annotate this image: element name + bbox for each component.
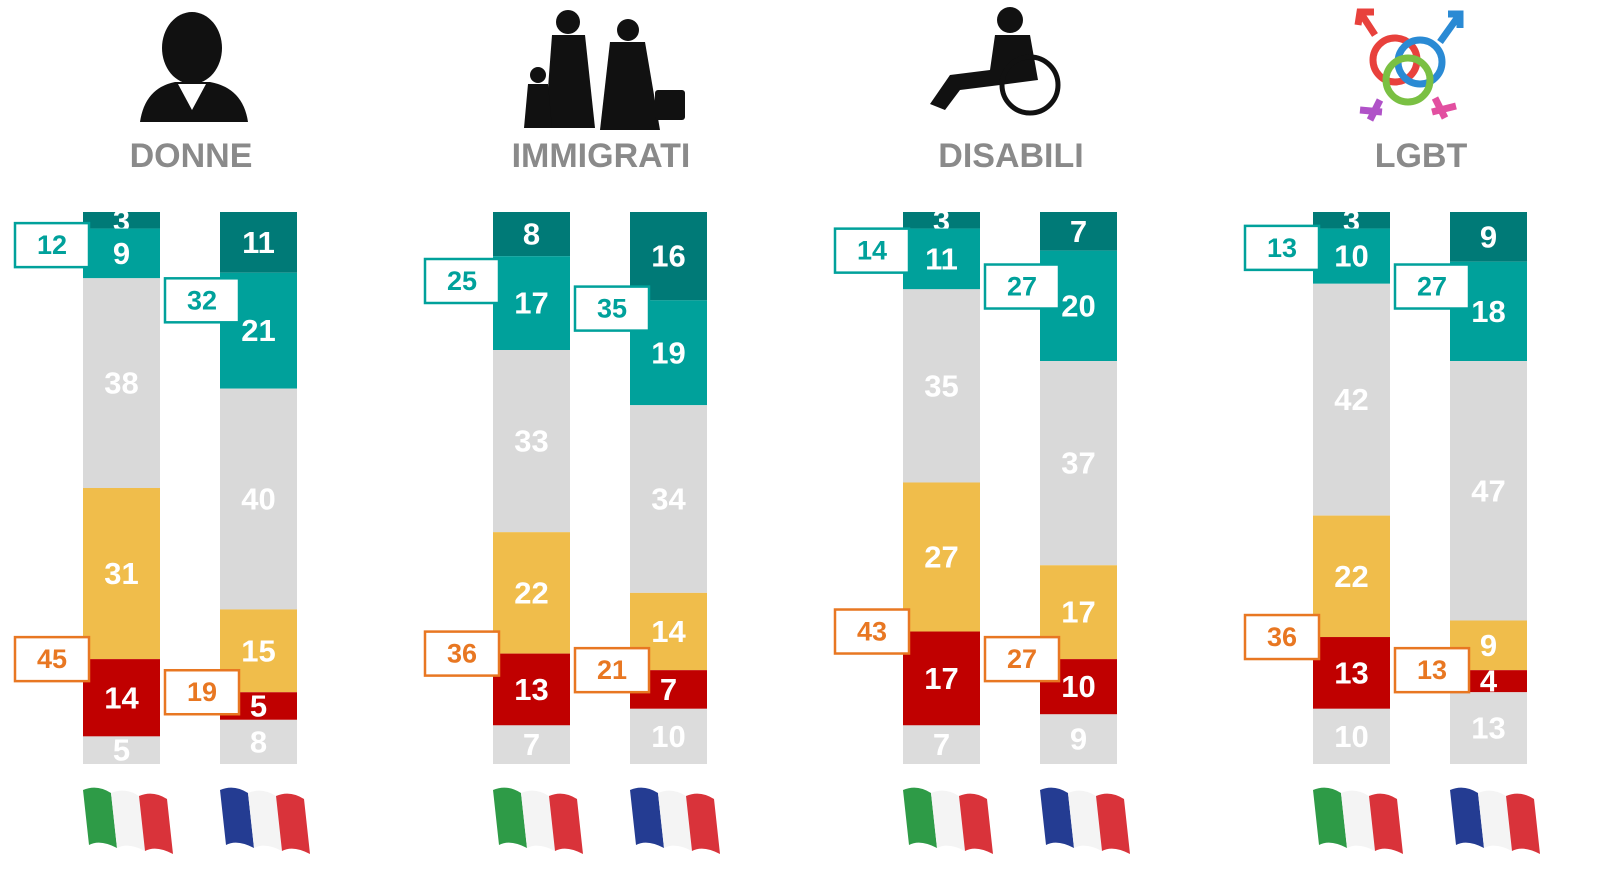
value-label: 13 [1334, 655, 1368, 690]
group-title: DONNE [130, 137, 253, 175]
value-label: 5 [250, 689, 267, 724]
total-label: 27 [1007, 644, 1037, 674]
total-label: 14 [857, 236, 887, 266]
total-label: 45 [37, 644, 67, 674]
value-label: 18 [1471, 294, 1505, 329]
value-label: 47 [1471, 473, 1505, 508]
total-label: 43 [857, 617, 887, 647]
value-label: 10 [651, 719, 685, 754]
value-label: 7 [523, 727, 540, 762]
value-label: 9 [1480, 219, 1497, 254]
icon-gender-symbols [1358, 12, 1460, 120]
value-label: 16 [651, 239, 685, 274]
icon-wheelchair [930, 7, 1058, 113]
total-label: 13 [1267, 233, 1297, 263]
value-label: 17 [924, 661, 958, 696]
value-label: 11 [925, 241, 958, 276]
value-label: 17 [1061, 595, 1095, 630]
value-label: 11 [242, 225, 275, 260]
total-label: 32 [187, 285, 217, 315]
icon-woman [140, 12, 248, 122]
value-label: 10 [1334, 239, 1368, 274]
total-label: 25 [447, 266, 477, 296]
value-label: 7 [1070, 214, 1087, 249]
total-label: 36 [447, 639, 477, 669]
chart: DONNE393831145124511214015583219IMMIGRAT… [0, 0, 1617, 875]
value-label: 42 [1334, 382, 1368, 417]
total-label: 27 [1007, 272, 1037, 302]
value-label: 9 [1070, 722, 1087, 757]
value-label: 22 [1334, 559, 1368, 594]
total-label: 19 [187, 677, 217, 707]
value-label: 35 [924, 368, 958, 403]
value-label: 5 [113, 733, 130, 768]
value-label: 38 [104, 366, 138, 401]
value-label: 27 [924, 540, 958, 575]
value-label: 37 [1061, 446, 1095, 481]
value-label: 7 [660, 672, 677, 707]
total-label: 35 [597, 294, 627, 324]
total-label: 36 [1267, 622, 1297, 652]
value-label: 14 [651, 614, 686, 649]
value-label: 21 [241, 313, 275, 348]
value-label: 20 [1061, 288, 1095, 323]
group-title: IMMIGRATI [512, 137, 691, 175]
group-title: DISABILI [938, 137, 1083, 175]
value-label: 8 [523, 217, 540, 252]
value-label: 9 [1480, 628, 1497, 663]
value-label: 17 [514, 286, 548, 321]
value-label: 14 [104, 680, 139, 715]
value-label: 10 [1334, 719, 1368, 754]
value-label: 15 [241, 633, 275, 668]
value-label: 19 [651, 335, 685, 370]
group-title: LGBT [1375, 137, 1468, 175]
value-label: 8 [250, 724, 267, 759]
total-label: 27 [1417, 272, 1447, 302]
value-label: 10 [1061, 669, 1095, 704]
total-label: 21 [597, 655, 627, 685]
value-label: 9 [113, 236, 130, 271]
value-label: 33 [514, 424, 548, 459]
icon-immigrants [524, 10, 685, 130]
value-label: 13 [1471, 711, 1505, 746]
value-label: 34 [651, 482, 686, 517]
value-label: 31 [104, 556, 138, 591]
value-label: 7 [933, 727, 950, 762]
value-label: 13 [514, 672, 548, 707]
total-label: 13 [1417, 655, 1447, 685]
value-label: 40 [241, 482, 275, 517]
total-label: 12 [37, 230, 67, 260]
value-label: 22 [514, 575, 548, 610]
